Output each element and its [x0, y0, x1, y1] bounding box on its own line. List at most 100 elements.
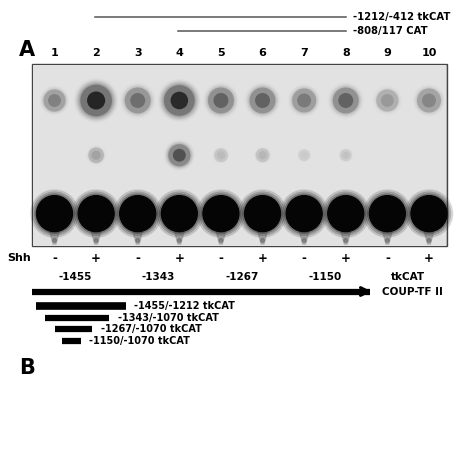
Circle shape [44, 90, 65, 111]
Circle shape [298, 94, 310, 107]
Circle shape [87, 146, 105, 164]
Text: -1267/-1070 tkCAT: -1267/-1070 tkCAT [101, 324, 202, 335]
Circle shape [78, 196, 114, 232]
Circle shape [166, 142, 193, 169]
Text: 1: 1 [51, 48, 58, 58]
Circle shape [205, 84, 237, 117]
Circle shape [340, 150, 351, 161]
Circle shape [301, 152, 307, 158]
Circle shape [136, 238, 140, 242]
Circle shape [289, 86, 319, 115]
Circle shape [214, 148, 228, 162]
Circle shape [249, 87, 276, 114]
Circle shape [161, 82, 197, 118]
Text: 3: 3 [134, 48, 142, 58]
Circle shape [343, 152, 348, 158]
Circle shape [94, 238, 98, 242]
Circle shape [367, 194, 407, 234]
Text: +: + [174, 252, 184, 265]
Circle shape [164, 140, 194, 170]
Circle shape [214, 149, 228, 162]
Circle shape [203, 82, 239, 118]
Text: -: - [385, 252, 390, 265]
Circle shape [208, 87, 234, 114]
Text: Shh: Shh [7, 253, 31, 264]
Circle shape [382, 95, 393, 106]
Circle shape [255, 147, 271, 163]
Circle shape [250, 88, 275, 113]
Circle shape [248, 86, 277, 115]
Circle shape [427, 238, 431, 242]
Bar [33, 65, 446, 246]
Text: -1150/-1070 tkCAT: -1150/-1070 tkCAT [89, 336, 190, 346]
Circle shape [215, 149, 227, 161]
Polygon shape [258, 232, 267, 244]
Circle shape [239, 190, 286, 237]
Polygon shape [133, 232, 143, 244]
Circle shape [80, 84, 112, 117]
Circle shape [214, 94, 228, 107]
Circle shape [40, 86, 69, 115]
Circle shape [120, 196, 156, 232]
Circle shape [283, 192, 326, 236]
Circle shape [256, 149, 269, 162]
Circle shape [43, 89, 66, 112]
Circle shape [123, 85, 153, 116]
Circle shape [364, 190, 411, 237]
Circle shape [339, 94, 353, 107]
Circle shape [42, 88, 67, 113]
Text: B: B [19, 358, 35, 378]
Circle shape [168, 144, 191, 166]
Circle shape [207, 86, 235, 115]
Circle shape [326, 194, 365, 234]
Circle shape [126, 88, 150, 113]
Circle shape [166, 143, 192, 168]
Circle shape [290, 87, 318, 114]
Circle shape [92, 151, 100, 159]
Circle shape [177, 238, 181, 242]
Circle shape [36, 196, 73, 232]
Circle shape [74, 192, 118, 236]
Circle shape [206, 85, 236, 116]
Circle shape [41, 87, 68, 114]
Circle shape [157, 192, 201, 236]
Text: tkCAT: tkCAT [391, 272, 425, 282]
Circle shape [289, 85, 320, 116]
Text: -1455/-1212 tkCAT: -1455/-1212 tkCAT [134, 301, 235, 311]
Text: 6: 6 [259, 48, 266, 58]
Circle shape [299, 150, 310, 161]
Circle shape [344, 238, 347, 242]
Circle shape [374, 88, 400, 113]
Text: +: + [257, 252, 267, 265]
Circle shape [374, 87, 401, 114]
Text: 9: 9 [383, 48, 392, 58]
Circle shape [35, 194, 74, 234]
Circle shape [163, 83, 196, 118]
Polygon shape [50, 232, 59, 244]
Circle shape [281, 190, 328, 237]
Circle shape [256, 149, 269, 161]
Circle shape [292, 88, 316, 113]
Circle shape [76, 194, 116, 234]
Circle shape [75, 80, 117, 121]
Circle shape [256, 94, 269, 107]
Circle shape [199, 192, 243, 236]
Circle shape [328, 196, 364, 232]
Circle shape [173, 149, 185, 161]
Text: -1343/-1070 tkCAT: -1343/-1070 tkCAT [118, 312, 219, 323]
Circle shape [131, 94, 145, 107]
Circle shape [255, 148, 270, 163]
Circle shape [245, 82, 281, 118]
Circle shape [373, 86, 401, 115]
Bar [32, 64, 447, 246]
Circle shape [49, 95, 60, 106]
Text: -: - [135, 252, 140, 265]
Circle shape [416, 87, 442, 114]
Circle shape [332, 87, 359, 114]
Circle shape [291, 87, 317, 114]
Text: -1267: -1267 [225, 272, 258, 282]
Circle shape [243, 194, 283, 234]
Polygon shape [91, 232, 101, 244]
Circle shape [339, 149, 352, 162]
Circle shape [88, 147, 104, 164]
